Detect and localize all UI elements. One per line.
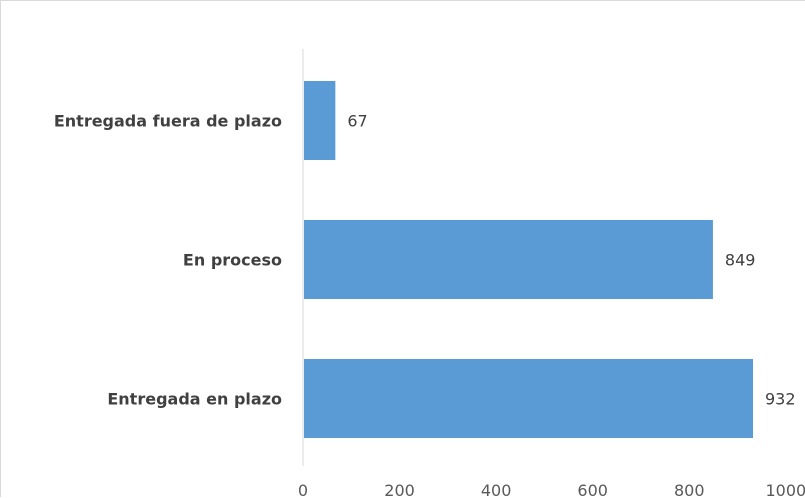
x-axis-ticks: 0 200 400 600 800 1000	[298, 481, 805, 498]
x-tick-label-1000: 1000	[765, 481, 805, 498]
data-label-1: 67	[347, 112, 367, 131]
category-label-3: Entregada en plazo	[107, 390, 282, 409]
x-tick-label-800: 800	[674, 481, 705, 498]
x-tick-label-200: 200	[384, 481, 415, 498]
data-label-2: 849	[725, 251, 756, 270]
bar-3	[304, 359, 753, 438]
x-tick-label-600: 600	[577, 481, 608, 498]
category-label-1: Entregada fuera de plazo	[54, 112, 282, 131]
category-label-2: En proceso	[183, 251, 282, 270]
bar-2	[304, 220, 713, 299]
x-tick-label-0: 0	[298, 481, 308, 498]
x-tick-label-400: 400	[481, 481, 512, 498]
bars-layer	[304, 81, 753, 438]
bar-1	[304, 81, 336, 160]
data-label-3: 932	[765, 390, 796, 409]
labels-layer: Entregada fuera de plazo 67 En proceso 849 E…	[54, 112, 796, 409]
